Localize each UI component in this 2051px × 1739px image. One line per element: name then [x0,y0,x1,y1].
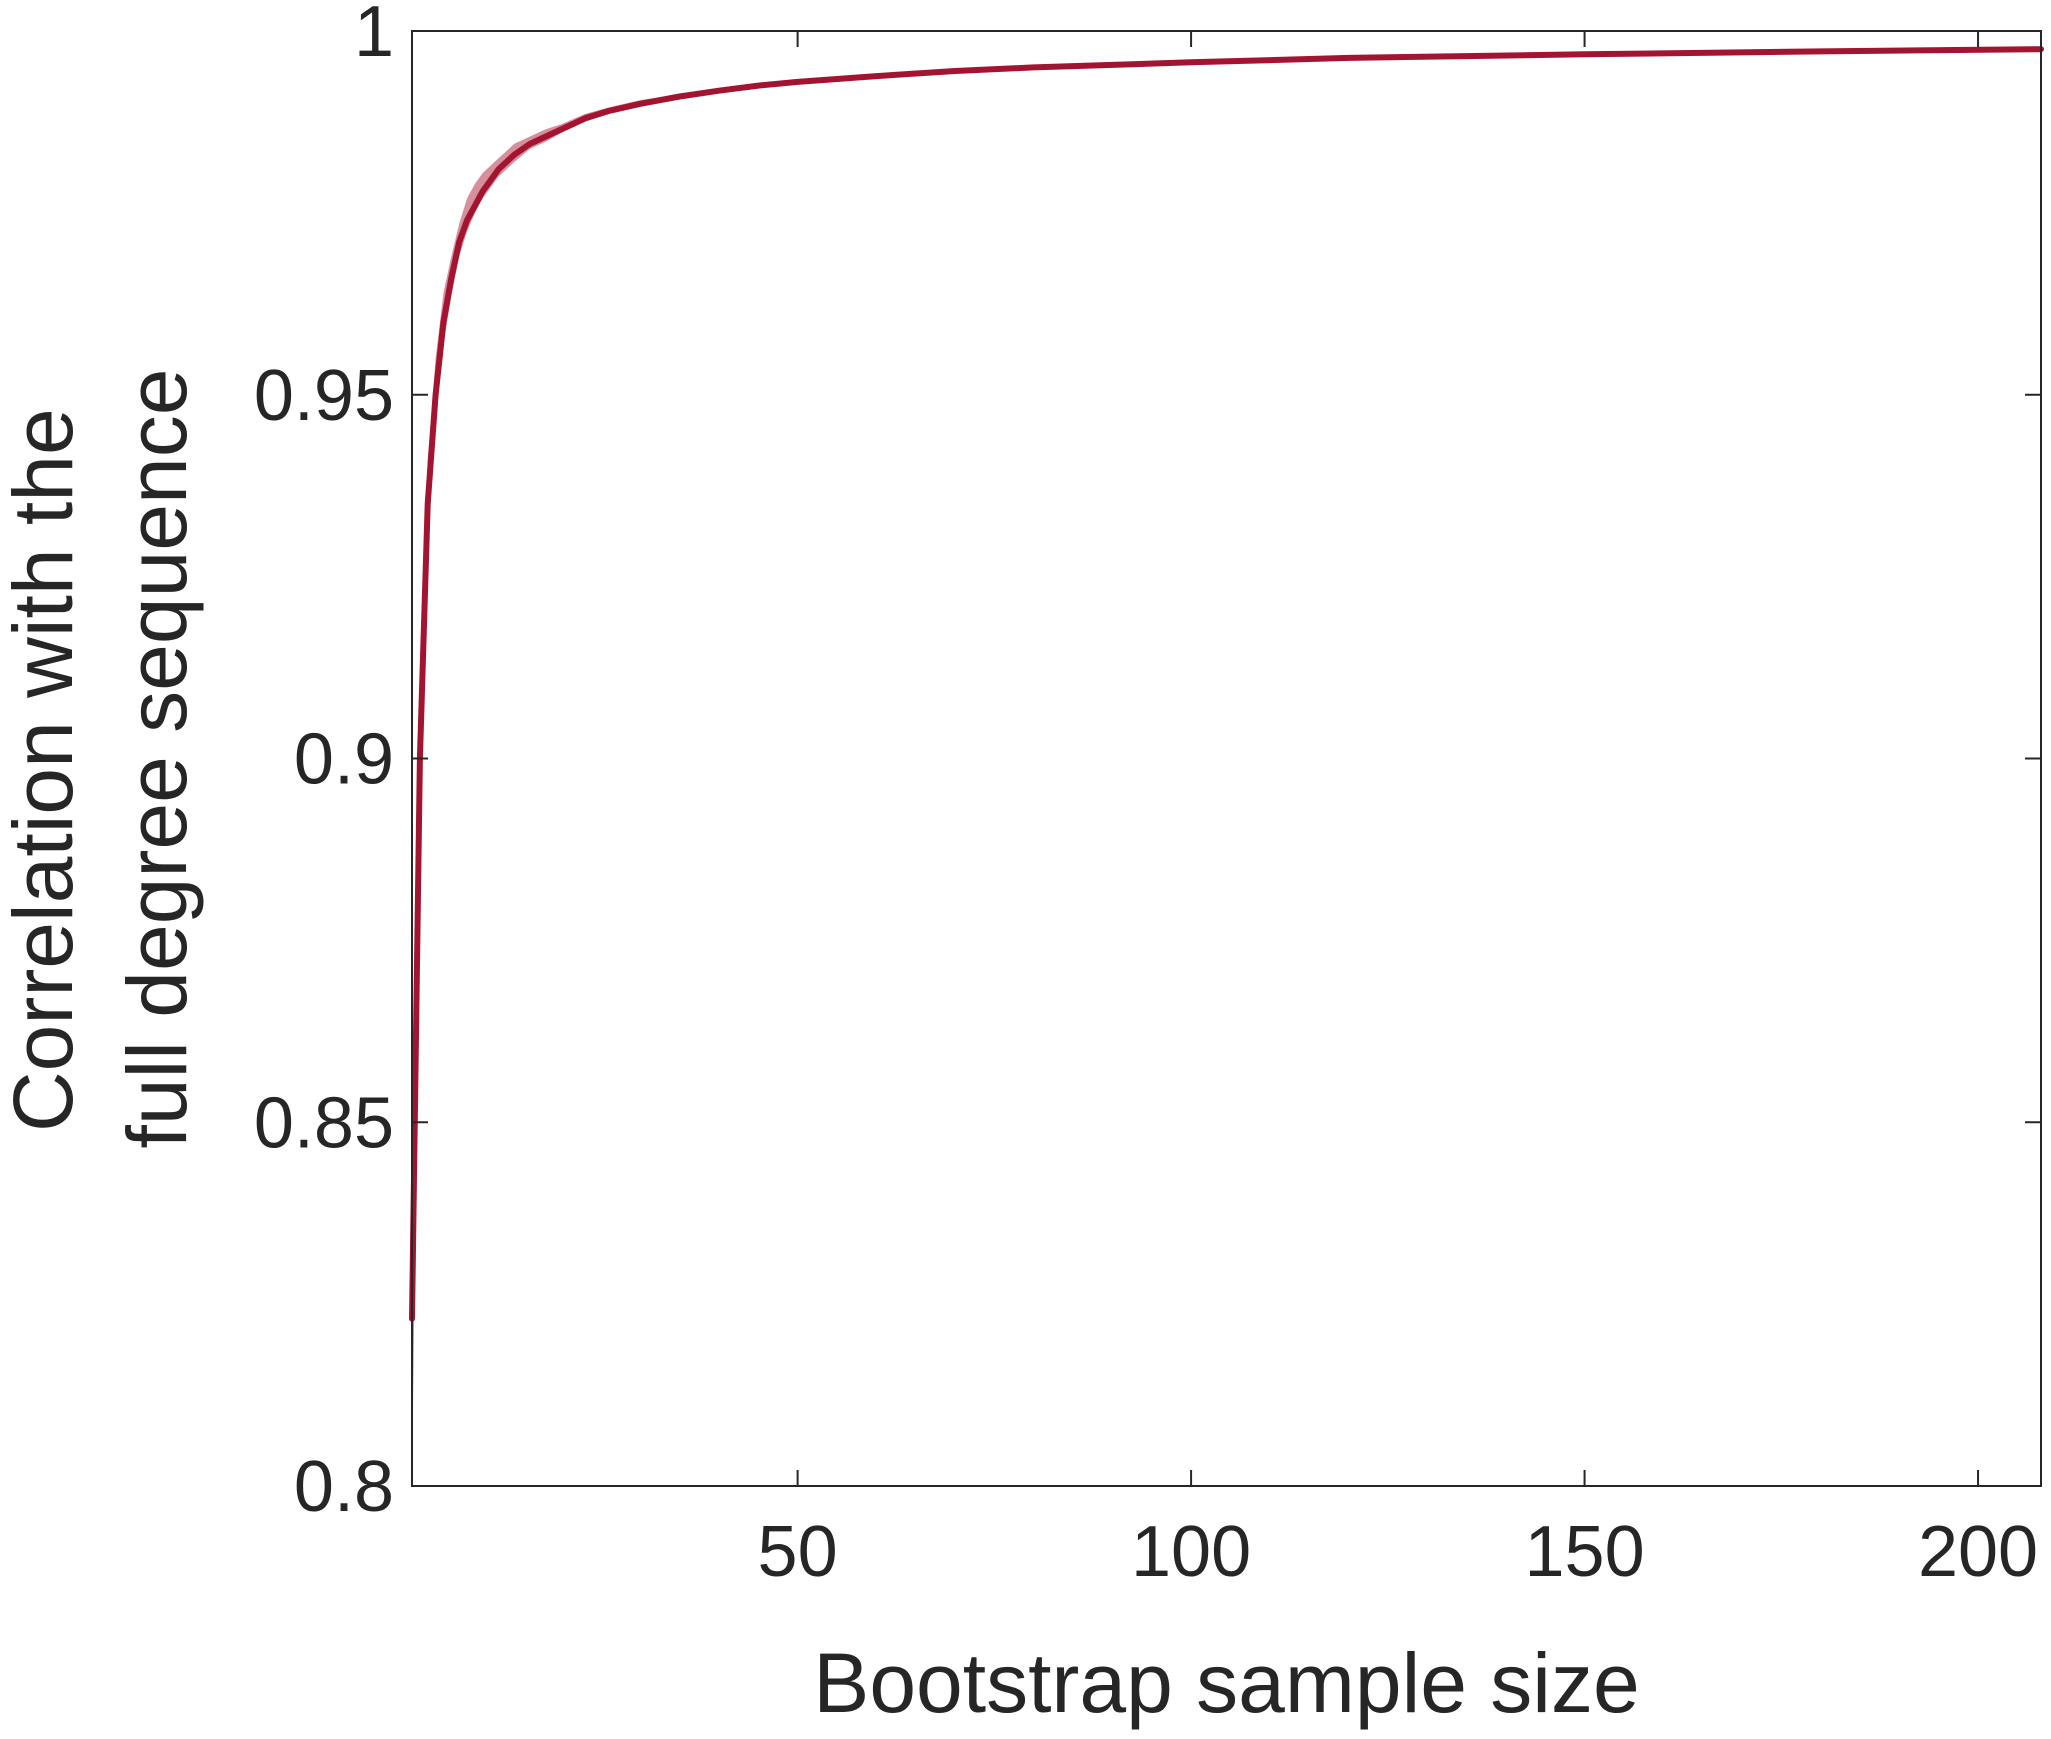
y-axis-ticks: 0.8 0.85 0.9 0.95 1 [254,0,2041,1527]
y-tick-label: 1 [354,0,394,72]
y-tick-label: 0.85 [254,1083,394,1163]
y-axis-label: Correlation with the full degree sequenc… [0,369,204,1149]
x-tick-label: 100 [1131,1512,1251,1592]
y-tick-label: 0.8 [294,1447,394,1527]
x-axis-label: Bootstrap sample size [813,1636,1639,1730]
series-line-layer [409,46,2044,1322]
y-tick-label: 0.9 [294,720,394,800]
x-tick-label: 200 [1918,1512,2038,1592]
y-axis-label-line-1: Correlation with the [0,408,90,1132]
y-axis-label-line-2: full degree sequence [110,369,204,1149]
series-line [409,46,2044,1322]
y-tick-label: 0.95 [254,356,394,436]
x-tick-label: 150 [1524,1512,1644,1592]
x-axis-ticks: 50 100 150 200 [758,31,2038,1592]
x-tick-label: 50 [758,1512,838,1592]
